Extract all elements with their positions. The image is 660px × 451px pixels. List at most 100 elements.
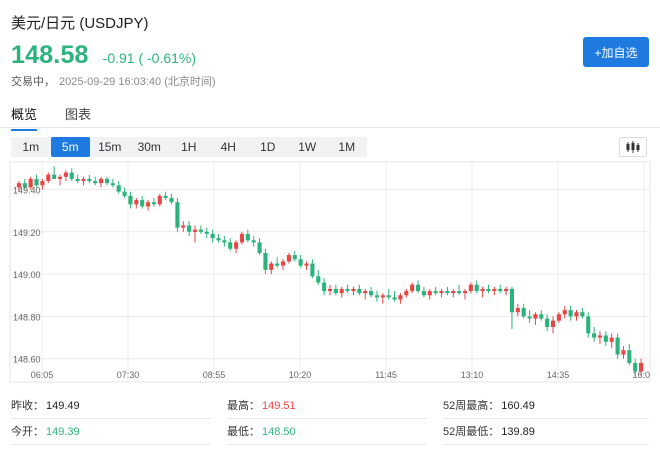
candle: [157, 193, 162, 207]
candle: [122, 187, 127, 198]
candle: [533, 312, 538, 325]
candle: [181, 221, 186, 232]
period-1mo[interactable]: 1M: [338, 140, 356, 154]
candle: [457, 284, 462, 296]
candle: [568, 305, 573, 321]
y-tick-label: 149.00: [13, 270, 41, 280]
period-15m[interactable]: 15m: [98, 140, 122, 154]
candle: [462, 288, 468, 300]
stat-52w-low: 52周最低： 139.89: [443, 423, 649, 445]
candle: [504, 286, 509, 296]
candle: [204, 227, 209, 239]
x-tick-label: 07:30: [117, 370, 140, 380]
x-tick-label: 13:10: [461, 370, 484, 380]
candle: [556, 312, 561, 323]
x-axis-labels: 06:05 07:30 08:55 10:20 11:45 13:10 14:35 16:0: [31, 370, 650, 380]
candle: [269, 261, 274, 275]
page-title: 美元/日元 (USDJPY): [11, 15, 149, 32]
y-axis-labels: 149.40 149.20 149.00 148.80 148.60: [13, 186, 41, 365]
tab-divider: [0, 127, 660, 128]
x-tick-label: 11:45: [375, 370, 397, 380]
candle: [492, 286, 497, 296]
candle: [222, 236, 227, 247]
candle: [627, 343, 632, 366]
stats-row-1: 昨收： 149.49 最高： 149.51 52周最高： 160.49: [0, 392, 660, 419]
tab-chart[interactable]: 图表: [65, 107, 92, 122]
period-1h[interactable]: 1H: [181, 140, 197, 154]
candle: [304, 261, 309, 270]
candle: [451, 288, 456, 298]
candle: [216, 233, 221, 243]
candle: [474, 280, 479, 294]
candle: [128, 191, 133, 209]
candle: [404, 288, 409, 298]
candle: [545, 314, 550, 332]
candle: [292, 250, 297, 262]
candle: [99, 176, 104, 188]
candle: [316, 269, 321, 285]
view-tabs: 概览 图表: [11, 104, 119, 131]
candle: [327, 284, 333, 296]
candle: [28, 176, 33, 190]
candle: [615, 333, 620, 359]
candlestick-chart[interactable]: 149.40 149.20 149.00 148.80 148.60 06:05 07:3…: [0, 160, 660, 385]
candle: [16, 181, 21, 192]
candle: [592, 327, 597, 342]
add-watchlist-button[interactable]: +加自选: [583, 37, 649, 67]
candle: [52, 166, 57, 179]
current-price: 148.58: [11, 41, 89, 69]
period-4h[interactable]: 4H: [220, 140, 236, 154]
candle: [234, 240, 239, 253]
candle: [363, 288, 368, 300]
trading-status: 交易中， 2025-09-29 16:03:40 (北京时间): [11, 73, 216, 89]
status-label: 交易中，: [11, 76, 55, 88]
candle: [22, 178, 27, 190]
candle: [386, 288, 391, 300]
candle: [93, 176, 98, 186]
candle: [603, 331, 608, 347]
x-tick-label: 06:05: [31, 370, 54, 380]
candle: [621, 346, 626, 359]
candle: [633, 358, 638, 376]
candle: [445, 286, 450, 296]
candle: [498, 284, 503, 294]
tab-overview[interactable]: 概览: [11, 104, 38, 131]
candle: [468, 282, 473, 294]
price-row: 148.58 -0.91 ( -0.61%): [11, 41, 196, 70]
candle: [169, 193, 174, 205]
candle: [104, 176, 110, 186]
y-tick-label: 148.80: [13, 312, 41, 322]
period-1w[interactable]: 1W: [298, 140, 317, 154]
candle: [263, 248, 268, 275]
candle: [140, 195, 145, 209]
chart-type-button[interactable]: [619, 137, 647, 157]
candle: [245, 229, 250, 243]
period-1d[interactable]: 1D: [260, 140, 276, 154]
chart-frame: [9, 161, 651, 383]
candle: [439, 288, 444, 298]
candle: [34, 174, 39, 188]
stat-prev-close: 昨收： 149.49: [11, 397, 211, 419]
candle: [509, 286, 514, 330]
chart-grid: [9, 161, 651, 383]
candle: [322, 278, 327, 296]
candle: [275, 257, 280, 268]
candle: [574, 310, 579, 321]
candle: [251, 236, 256, 247]
candle: [151, 197, 156, 207]
period-5m[interactable]: 5m: [50, 137, 90, 157]
x-tick-label: 10:20: [289, 370, 312, 380]
candle: [562, 305, 567, 319]
period-1m[interactable]: 1m: [22, 140, 40, 154]
candle: [609, 333, 614, 349]
y-tick-label: 149.40: [13, 186, 41, 196]
candle: [40, 178, 45, 190]
candle: [310, 259, 315, 279]
candle: [134, 197, 139, 209]
candle: [427, 288, 432, 300]
candle: [374, 291, 380, 302]
candle: [228, 238, 233, 251]
candle: [539, 310, 544, 321]
candle: [527, 310, 532, 323]
period-30m[interactable]: 30m: [137, 140, 161, 154]
